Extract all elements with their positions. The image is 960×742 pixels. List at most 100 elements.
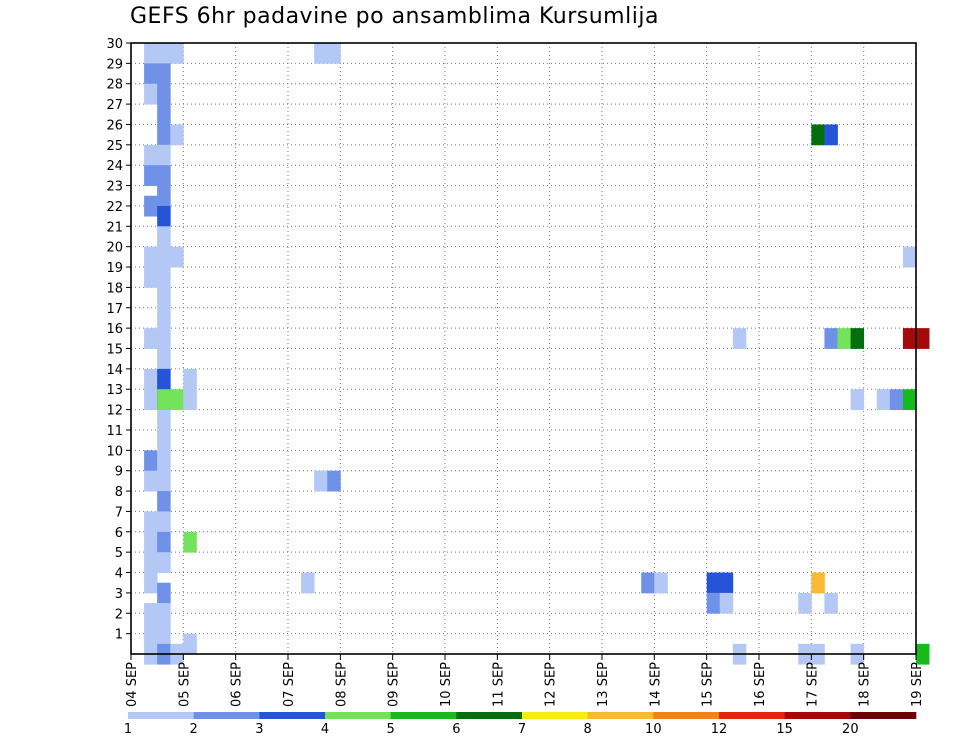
colorbar-label: 1 bbox=[124, 722, 132, 737]
precip-cell bbox=[732, 328, 747, 349]
precip-cell bbox=[183, 531, 197, 553]
x-tick-label: 07 SEP bbox=[282, 662, 297, 707]
precip-cell bbox=[144, 63, 158, 85]
y-tick-label: 1 bbox=[115, 628, 123, 643]
precip-cell bbox=[144, 144, 158, 166]
precip-cell bbox=[157, 124, 171, 146]
y-tick-label: 29 bbox=[106, 57, 123, 72]
precip-cell bbox=[144, 572, 158, 594]
y-tick-label: 22 bbox=[106, 200, 123, 215]
chart-title: GEFS 6hr padavine po ansamblima Kursumli… bbox=[130, 4, 659, 29]
y-tick-label: 15 bbox=[106, 343, 123, 358]
colorbar-label: 15 bbox=[776, 722, 793, 737]
x-tick-label: 04 SEP bbox=[125, 662, 140, 707]
precip-cell bbox=[157, 328, 171, 349]
y-tick-label: 19 bbox=[106, 261, 123, 276]
y-tick-label: 16 bbox=[106, 322, 123, 337]
precip-cell bbox=[824, 328, 838, 349]
precip-cell bbox=[314, 43, 328, 64]
precip-cell bbox=[811, 124, 825, 146]
colorbar-segment bbox=[390, 712, 457, 719]
precip-cell bbox=[850, 389, 865, 410]
colorbar-label: 20 bbox=[842, 722, 859, 737]
precip-cell bbox=[144, 552, 158, 573]
precip-cell bbox=[144, 531, 158, 553]
precip-cell bbox=[144, 43, 158, 64]
precip-cell bbox=[157, 226, 171, 248]
precip-cell bbox=[706, 592, 721, 614]
precip-cell bbox=[157, 368, 171, 390]
x-tick-label: 05 SEP bbox=[177, 662, 192, 707]
precip-cell bbox=[183, 633, 197, 655]
precip-cell bbox=[157, 83, 171, 105]
y-tick-label: 10 bbox=[106, 444, 123, 459]
precip-cell bbox=[170, 389, 184, 410]
precip-cell bbox=[798, 592, 812, 614]
y-tick-label: 4 bbox=[115, 567, 123, 582]
y-tick-label: 12 bbox=[106, 404, 123, 419]
precip-cell bbox=[144, 450, 158, 472]
x-tick-label: 16 SEP bbox=[753, 662, 768, 707]
colorbar-segment bbox=[456, 712, 523, 719]
y-tick-label: 18 bbox=[106, 281, 123, 296]
colorbar-label: 2 bbox=[190, 722, 198, 737]
precip-cell bbox=[301, 572, 315, 594]
precip-cell bbox=[170, 124, 184, 146]
y-tick-label: 3 bbox=[115, 587, 123, 602]
y-tick-label: 21 bbox=[106, 220, 123, 235]
precip-cell bbox=[902, 246, 917, 268]
precip-cell bbox=[157, 205, 171, 227]
precip-cell bbox=[157, 267, 171, 288]
y-tick-label: 17 bbox=[106, 302, 123, 317]
precip-cell bbox=[157, 603, 171, 624]
x-tick-label: 06 SEP bbox=[230, 662, 245, 707]
precip-cell bbox=[902, 328, 917, 349]
colorbar-segment bbox=[719, 712, 785, 719]
colorbar-label: 3 bbox=[255, 722, 263, 737]
precip-cell bbox=[641, 572, 655, 594]
x-tick-label: 11 SEP bbox=[491, 662, 506, 707]
precip-cell bbox=[157, 144, 171, 166]
precip-cell bbox=[157, 450, 171, 472]
precip-cell bbox=[157, 246, 171, 268]
y-tick-label: 11 bbox=[106, 424, 123, 439]
precip-cell bbox=[157, 409, 171, 431]
precip-cell bbox=[144, 603, 158, 624]
precip-cell bbox=[889, 389, 904, 410]
precip-cell bbox=[157, 429, 171, 451]
x-tick-label: 19 SEP bbox=[910, 662, 925, 707]
x-tick-label: 08 SEP bbox=[334, 662, 349, 707]
colorbar-segment bbox=[259, 712, 326, 719]
precip-cell bbox=[144, 623, 158, 645]
precip-cell bbox=[144, 511, 158, 533]
precip-cell bbox=[157, 287, 171, 309]
y-tick-label: 2 bbox=[115, 607, 123, 622]
x-tick-label: 15 SEP bbox=[701, 662, 716, 707]
y-tick-label: 20 bbox=[106, 241, 123, 256]
colorbar-segment bbox=[522, 712, 588, 719]
precip-cell bbox=[157, 511, 171, 533]
precip-cell bbox=[170, 246, 184, 268]
precip-cell bbox=[654, 572, 668, 594]
colorbar-label: 7 bbox=[518, 722, 526, 737]
precip-cell bbox=[157, 389, 171, 410]
colorbar-label: 6 bbox=[452, 722, 460, 737]
precip-cell bbox=[157, 43, 171, 64]
y-tick-label: 25 bbox=[106, 139, 123, 154]
colorbar-segment bbox=[193, 712, 260, 719]
colorbar-label: 4 bbox=[321, 722, 329, 737]
precip-cell bbox=[144, 195, 158, 217]
precip-cell bbox=[837, 328, 851, 349]
precip-cell bbox=[157, 531, 171, 553]
precip-cell bbox=[157, 104, 171, 125]
precip-cell bbox=[902, 389, 917, 410]
y-tick-label: 27 bbox=[106, 98, 123, 113]
precip-cell bbox=[183, 389, 197, 410]
precip-cell bbox=[144, 389, 158, 410]
precip-cell bbox=[157, 348, 171, 370]
colorbar-label: 5 bbox=[387, 722, 395, 737]
x-tick-label: 18 SEP bbox=[858, 662, 873, 707]
precip-cell bbox=[157, 63, 171, 85]
y-tick-label: 28 bbox=[106, 78, 123, 93]
